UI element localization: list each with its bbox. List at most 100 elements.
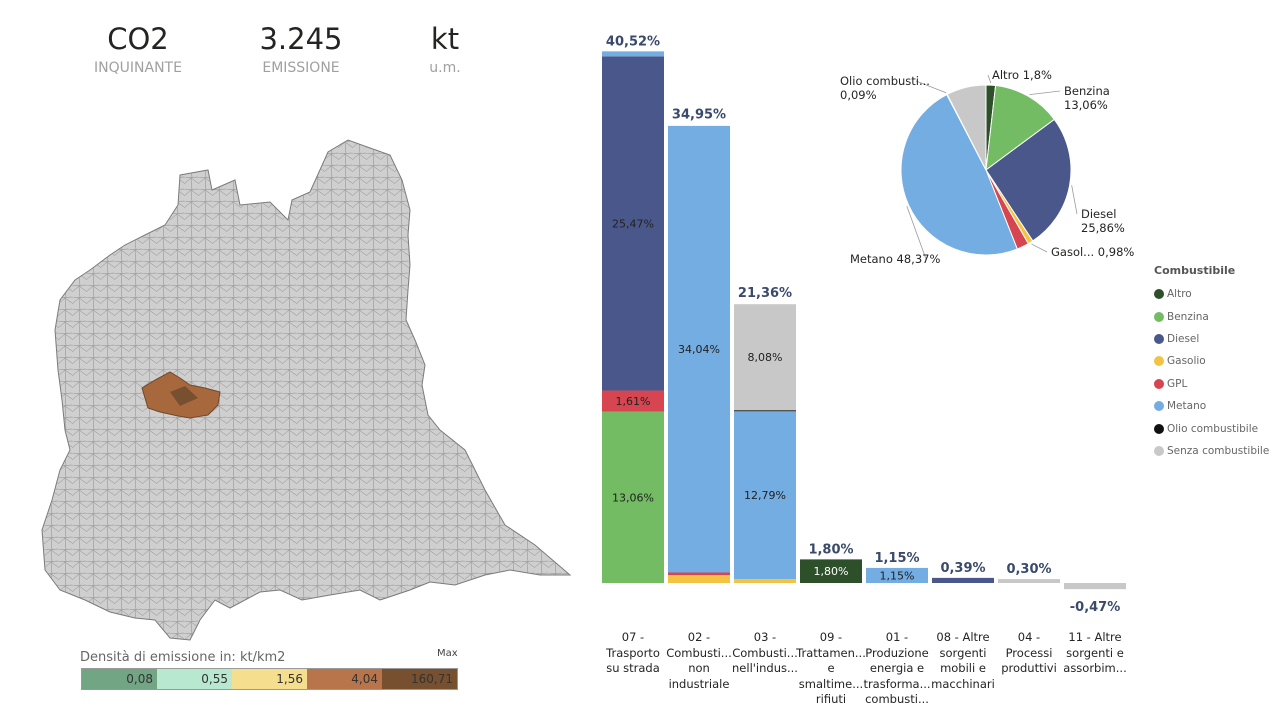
stacked-bar-chart: 13,06% 1,61% 25,47% 40,52% 34,04% 34,95% 12,79… — [602, 34, 1126, 615]
segment-label: 25,47% — [612, 217, 654, 230]
pie-leader-line — [987, 74, 992, 84]
legend-label: Senza combustibile — [1167, 444, 1270, 457]
bar-segment[interactable] — [602, 390, 664, 412]
category-label: 03 - Combusti... nell'indus... — [732, 630, 798, 675]
legend-label: Metano — [1167, 400, 1207, 413]
legend-item[interactable]: Senza combustibile — [1154, 440, 1269, 462]
map-legend-title: Densità di emissione in: kt/km2 — [80, 650, 286, 665]
bar-total-label: 0,30% — [1006, 562, 1051, 577]
bar-segment[interactable] — [1064, 583, 1126, 590]
municipality-borders — [42, 140, 570, 640]
legend-item[interactable]: Altro — [1154, 283, 1269, 305]
kpi-emission: 3.245 EMISSIONE — [231, 20, 371, 76]
kpi-emission-label: EMISSIONE — [262, 60, 340, 76]
legend-swatch — [1154, 289, 1164, 300]
segment-label: 1,15% — [880, 569, 915, 582]
bar-segment[interactable] — [734, 410, 796, 412]
emission-density-map[interactable] — [30, 130, 575, 645]
kpi-pollutant-label: INQUINANTE — [94, 60, 182, 76]
category-label: 09 - Trattamen... e smaltime... rifiuti — [796, 630, 866, 706]
map-legend-scale: 0,08 0,55 1,56 4,04 160,71 — [81, 668, 458, 690]
legend-bin-1: 0,55 — [157, 669, 232, 689]
bar-segment[interactable] — [668, 572, 730, 576]
legend-swatch — [1154, 378, 1164, 389]
legend-swatch — [1154, 311, 1164, 322]
bar-segment[interactable] — [602, 411, 664, 583]
legend-item[interactable]: Olio combustibile — [1154, 417, 1269, 439]
map-legend-max: Max — [437, 648, 458, 659]
bar-segment[interactable] — [932, 577, 994, 583]
legend-bin-4: 160,71 — [382, 669, 457, 689]
legend-item[interactable]: Gasolio — [1154, 350, 1269, 372]
bar-total-label: 21,36% — [738, 286, 792, 301]
legend-item[interactable]: Diesel — [1154, 328, 1269, 350]
pie-slice-label: Altro 1,8% — [992, 68, 1052, 82]
category-label: 02 - Combusti... non industriale — [666, 630, 732, 691]
category-label: 11 - Altre sorgenti e assorbim... — [1063, 630, 1127, 675]
bar-segment[interactable] — [668, 125, 730, 573]
pie-leader-line — [1031, 243, 1048, 253]
bar-segment[interactable] — [866, 567, 928, 583]
legend-bin-0: 0,08 — [82, 669, 157, 689]
segment-label: 8,08% — [748, 351, 783, 364]
legend-swatch — [1154, 445, 1164, 456]
pie-slice-label: Olio combusti... 0,09% — [840, 74, 930, 102]
bar-segment[interactable] — [800, 559, 862, 583]
bar-total-label: 0,39% — [940, 561, 985, 576]
kpi-emission-value: 3.245 — [259, 22, 343, 56]
pie-slice-label: Gasol... 0,98% — [1051, 245, 1134, 259]
kpi-unit: kt u.m. — [375, 20, 515, 76]
kpi-unit-value: kt — [430, 22, 460, 56]
bar-segment[interactable] — [734, 579, 796, 583]
legend-item[interactable]: Benzina — [1154, 305, 1269, 327]
pie-slice[interactable] — [985, 118, 1072, 242]
bar-segment[interactable] — [602, 56, 664, 391]
legend-label: Gasolio — [1167, 355, 1206, 368]
pie-leader-line — [906, 205, 927, 260]
kpi-unit-label: u.m. — [429, 60, 461, 76]
legend-swatch — [1154, 401, 1164, 412]
fuel-pie-chart: Altro 1,8% Benzina 13,06% Diesel 25,86% Gasol… — [840, 68, 1134, 266]
segment-label: 34,04% — [678, 343, 720, 356]
category-label: 08 - Altre sorgenti mobili e macchinari — [931, 630, 995, 691]
legend-swatch — [1154, 356, 1164, 367]
segment-label: 1,61% — [616, 395, 651, 408]
bar-segment[interactable] — [998, 579, 1060, 583]
bar-total-label: 34,95% — [672, 107, 726, 122]
pie-slice-label: Metano 48,37% — [850, 252, 940, 266]
segment-label: 12,79% — [744, 489, 786, 502]
pie-slice-label: Benzina 13,06% — [1064, 84, 1110, 112]
legend-bin-2: 1,56 — [232, 669, 307, 689]
bar-segment[interactable] — [734, 411, 796, 580]
legend-label: GPL — [1167, 377, 1188, 390]
legend-label: Olio combustibile — [1167, 422, 1259, 435]
fuel-legend: Combustibile Altro Benzina Diesel Gasolio GP… — [1154, 264, 1269, 462]
kpi-pollutant-value: CO2 — [107, 22, 169, 56]
pie-leader-line — [1071, 185, 1078, 215]
bar-total-label: 40,52% — [606, 34, 660, 49]
category-label: 04 - Processi produttivi — [1001, 630, 1057, 675]
category-label: 07 - Trasporto su strada — [606, 630, 660, 675]
pie-slice[interactable] — [946, 84, 987, 171]
legend-label: Diesel — [1167, 332, 1200, 345]
pie-slice[interactable] — [985, 84, 1056, 172]
fuel-legend-title: Combustibile — [1154, 264, 1236, 277]
segment-label: 13,06% — [612, 491, 654, 504]
bar-segment[interactable] — [734, 304, 796, 411]
kpi-pollutant: CO2 INQUINANTE — [68, 20, 208, 76]
pie-slice[interactable] — [900, 93, 1018, 256]
bar-total-label: 1,80% — [808, 542, 853, 557]
milan-core — [170, 386, 198, 406]
pie-slice-label: Diesel 25,86% — [1081, 207, 1125, 235]
legend-item[interactable]: GPL — [1154, 373, 1269, 395]
pie-leader-line — [1029, 90, 1061, 96]
legend-label: Benzina — [1167, 310, 1209, 323]
bar-segment[interactable] — [602, 51, 664, 57]
legend-item[interactable]: Metano — [1154, 395, 1269, 417]
bar-total-label: -0,47% — [1070, 600, 1121, 615]
pie-leader-line — [915, 80, 947, 94]
bar-segment[interactable] — [668, 575, 730, 583]
legend-bin-3: 4,04 — [307, 669, 382, 689]
category-label: 01 - Produzione energia e trasforma... combu… — [863, 630, 931, 706]
segment-label: 1,80% — [814, 565, 849, 578]
